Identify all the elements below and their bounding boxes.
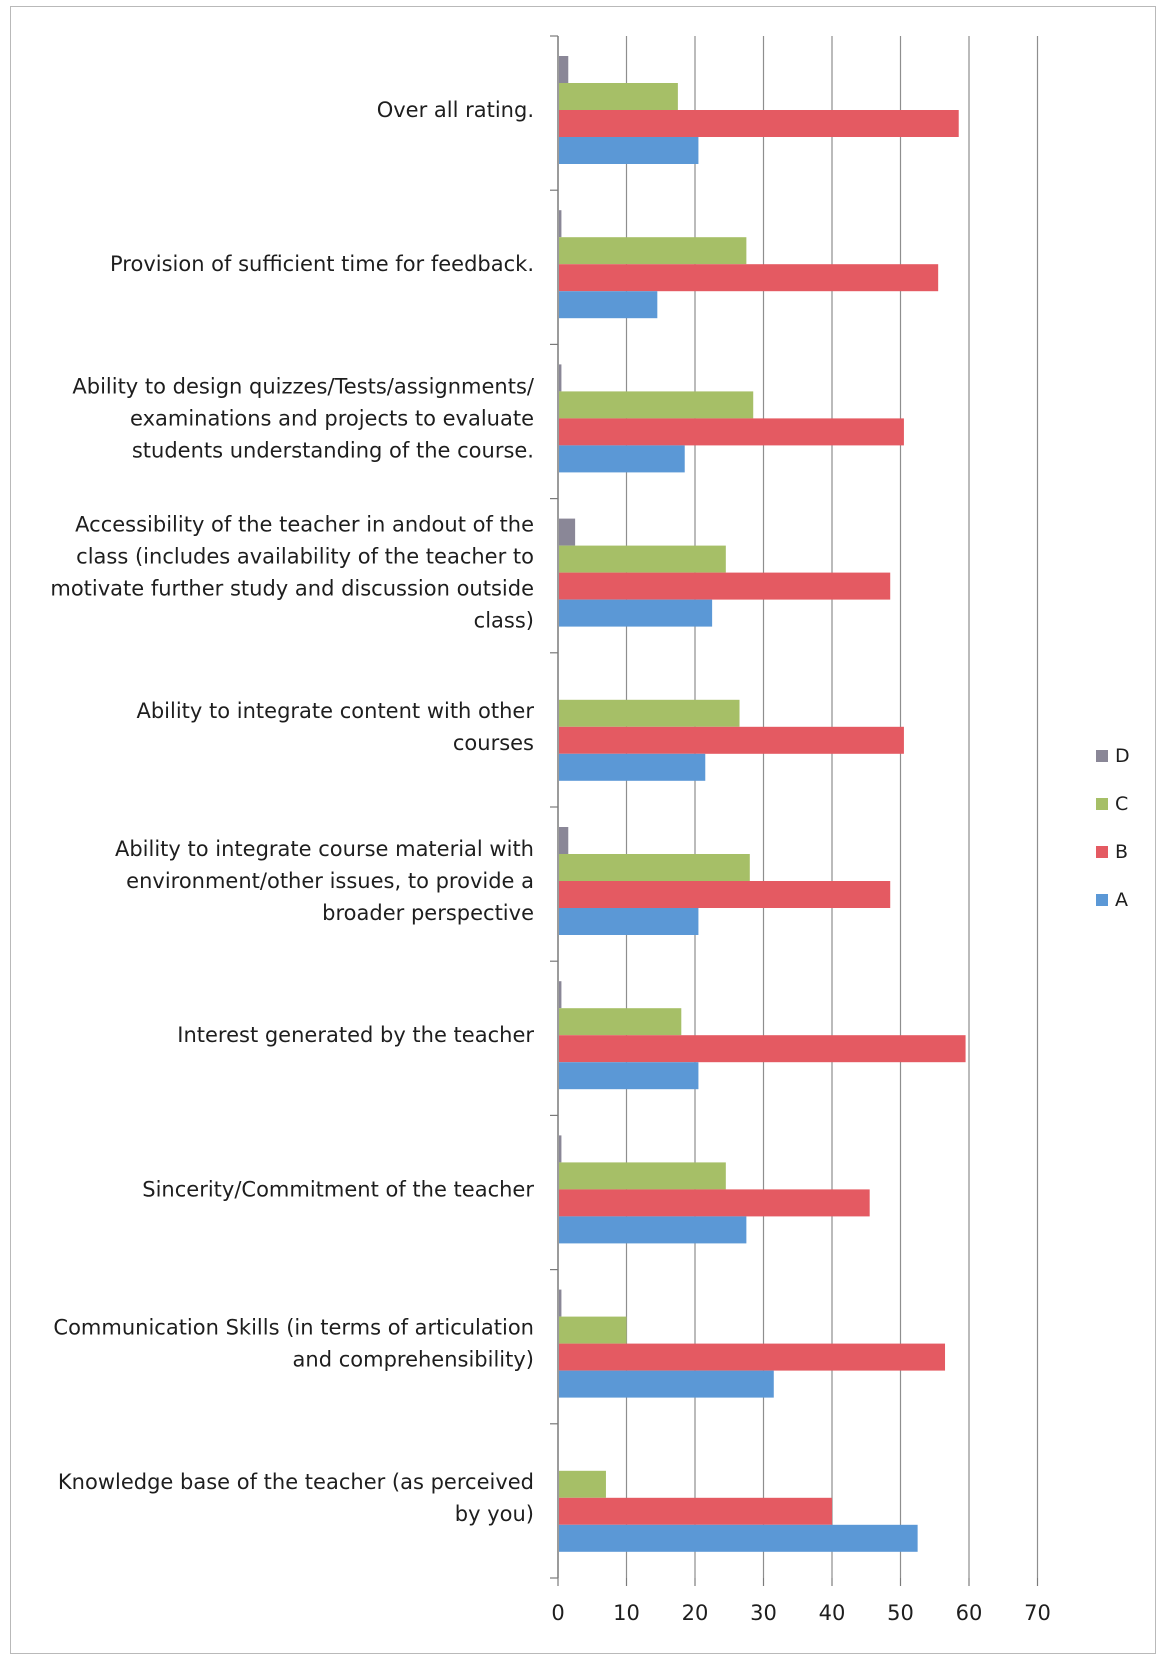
legend-label-d: D — [1115, 745, 1130, 767]
category-label: environment/other issues, to provide a — [126, 869, 534, 893]
category-label: and comprehensibility) — [293, 1348, 534, 1372]
legend-swatch-d — [1096, 750, 1108, 762]
category-label: students understanding of the course. — [132, 438, 534, 462]
x-tick-label: 10 — [613, 1601, 640, 1625]
bar-c-9 — [559, 1470, 606, 1498]
category-label: examinations and projects to evaluate — [130, 406, 534, 430]
category-label: Knowledge base of the teacher (as percei… — [58, 1470, 534, 1494]
bar-c-6 — [559, 1008, 682, 1036]
bar-c-5 — [559, 854, 750, 881]
category-label: Over all rating. — [377, 98, 534, 122]
x-tick-label: 60 — [956, 1601, 983, 1625]
legend-swatch-c — [1096, 798, 1108, 810]
bar-a-8 — [559, 1370, 774, 1398]
bar-c-7 — [559, 1162, 726, 1190]
bar-b-6 — [559, 1035, 966, 1063]
bar-d-6 — [559, 981, 562, 1009]
x-tick-label: 20 — [682, 1601, 709, 1625]
bar-a-2 — [559, 445, 685, 473]
bar-c-1 — [559, 237, 747, 265]
category-label: courses — [453, 731, 534, 755]
x-tick-label: 70 — [1024, 1601, 1051, 1625]
bar-d-3 — [559, 518, 576, 546]
legend-swatch-a — [1096, 894, 1108, 906]
category-label: motivate further study and discussion ou… — [50, 577, 534, 601]
bar-b-1 — [559, 264, 939, 292]
category-label: Ability to design quizzes/Tests/assignme… — [72, 374, 535, 398]
x-tick-label: 40 — [819, 1601, 846, 1625]
category-label: Sincerity/Commitment of the teacher — [142, 1177, 534, 1201]
bar-c-4 — [559, 699, 740, 727]
bar-c-0 — [559, 83, 678, 110]
category-label: Accessibility of the teacher in andout o… — [75, 513, 534, 537]
bar-a-1 — [559, 291, 658, 319]
bar-a-5 — [559, 908, 699, 935]
bar-d-5 — [559, 827, 569, 854]
bar-d-2 — [559, 364, 562, 392]
bar-c-3 — [559, 545, 726, 573]
category-label: class (includes availability of the teac… — [76, 545, 534, 569]
bar-a-6 — [559, 1062, 699, 1090]
bar-a-4 — [559, 753, 706, 781]
bar-a-7 — [559, 1216, 747, 1244]
category-label: Provision of sufficient time for feedbac… — [110, 252, 534, 276]
legend-label-b: B — [1115, 841, 1128, 863]
category-label: Ability to integrate course material wit… — [115, 837, 534, 861]
x-tick-label: 50 — [887, 1601, 914, 1625]
category-label: Ability to integrate content with other — [136, 699, 534, 723]
bar-d-8 — [559, 1289, 562, 1317]
legend-label-c: C — [1115, 793, 1128, 815]
category-label: Communication Skills (in terms of articu… — [53, 1316, 534, 1340]
bar-b-0 — [559, 110, 959, 137]
bar-b-2 — [559, 418, 904, 446]
bar-c-2 — [559, 391, 754, 419]
bar-b-4 — [559, 726, 904, 754]
bar-b-7 — [559, 1189, 870, 1217]
category-label: class) — [474, 609, 534, 633]
legend-swatch-b — [1096, 846, 1108, 858]
bar-a-9 — [559, 1524, 918, 1552]
bar-d-7 — [559, 1135, 562, 1163]
category-label: Interest generated by the teacher — [177, 1023, 534, 1047]
bar-a-3 — [559, 599, 713, 627]
legend-label-a: A — [1115, 889, 1128, 911]
bar-b-9 — [559, 1497, 832, 1525]
bar-d-0 — [559, 56, 569, 83]
bar-a-0 — [559, 137, 699, 164]
category-label: by you) — [455, 1502, 534, 1526]
x-tick-label: 0 — [551, 1601, 564, 1625]
category-label: broader perspective — [322, 901, 534, 925]
bar-c-8 — [559, 1316, 627, 1344]
bar-b-3 — [559, 572, 891, 600]
bar-d-1 — [559, 210, 562, 238]
bar-b-8 — [559, 1343, 946, 1371]
bar-b-5 — [559, 881, 891, 908]
x-tick-label: 30 — [750, 1601, 777, 1625]
